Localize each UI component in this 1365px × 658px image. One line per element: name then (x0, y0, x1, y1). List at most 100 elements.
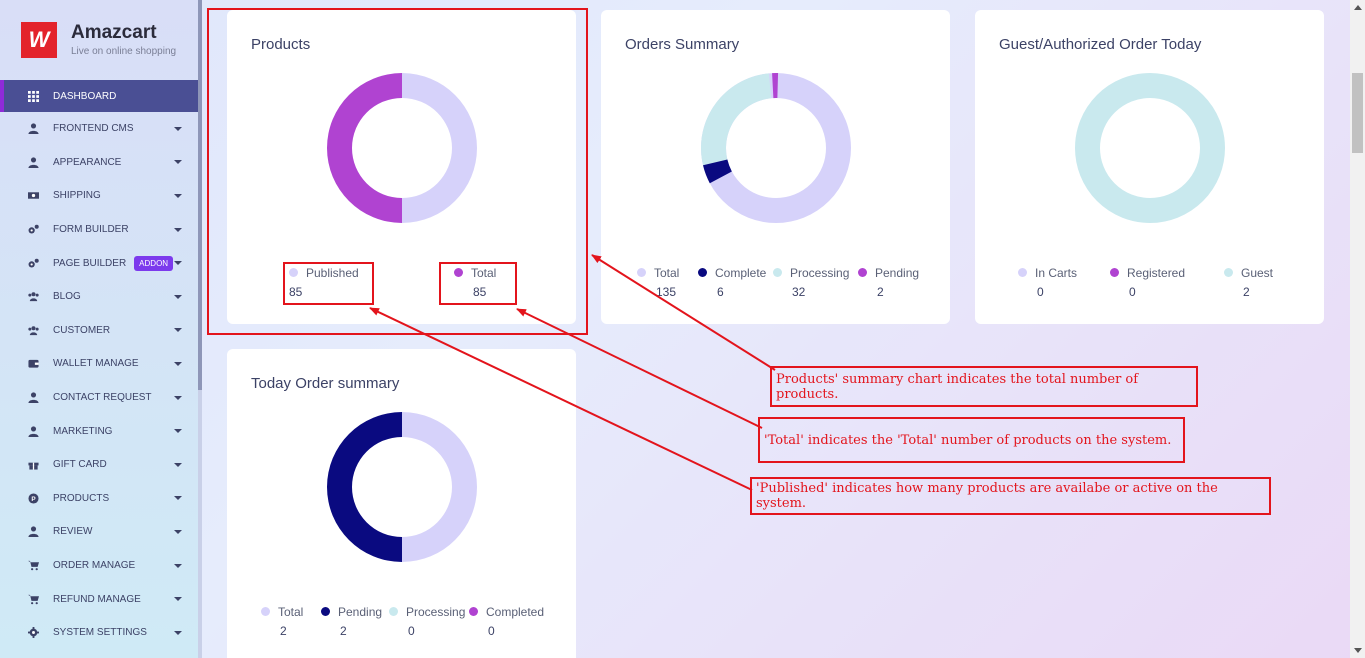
legend-value: 0 (1129, 285, 1136, 299)
sidebar-scrollbar-thumb[interactable] (198, 0, 202, 390)
brand-tagline: Live on online shopping (71, 46, 177, 57)
caret-down-icon[interactable] (174, 160, 182, 165)
page-scrollbar-thumb[interactable] (1352, 73, 1363, 153)
sidebar-item-system-settings[interactable]: SYSTEM SETTINGS (0, 616, 198, 650)
today-orders-donut-chart (327, 412, 477, 562)
legend-registered: Registered 0 (1110, 266, 1186, 299)
caret-down-icon[interactable] (174, 395, 182, 400)
sidebar-item-gift-card[interactable]: GIFT CARD (0, 448, 198, 482)
money-icon (27, 190, 40, 201)
sidebar-item-appearance[interactable]: APPEARANCE (0, 146, 198, 180)
sidebar-item-label: REVIEW (53, 526, 93, 538)
legend-dot (389, 607, 398, 617)
sidebar-item-label: SYSTEM SETTINGS (53, 627, 147, 639)
sidebar-scrollbar[interactable] (198, 0, 202, 658)
user-icon (27, 157, 40, 168)
legend-pending: Pending 2 (858, 266, 920, 299)
legend-label: Completed (486, 605, 545, 619)
wallet-icon (27, 358, 40, 369)
annotation-note-products: Products' summary chart indicates the to… (770, 366, 1198, 407)
guest-orders-card: Guest/Authorized Order Today In Carts 0 … (975, 10, 1324, 324)
legend-label: Registered (1127, 266, 1186, 280)
sidebar-item-label: FRONTEND CMS (53, 123, 134, 135)
orders-summary-donut-chart (701, 72, 851, 223)
legend-dot (1018, 268, 1027, 278)
sidebar-item-order-manage[interactable]: ORDER MANAGE (0, 549, 198, 583)
caret-down-icon[interactable] (174, 597, 182, 602)
sidebar-item-refund-manage[interactable]: REFUND MANAGE (0, 582, 198, 616)
sidebar-item-customer[interactable]: CUSTOMER (0, 314, 198, 348)
brand[interactable]: W Amazcart Live on online shopping (21, 22, 201, 66)
total-legend-highlight (439, 262, 517, 305)
sidebar-item-dashboard[interactable]: DASHBOARD (0, 80, 198, 112)
cogs-icon (27, 258, 40, 269)
sidebar-item-review[interactable]: REVIEW (0, 515, 198, 549)
sidebar-item-label: GIFT CARD (53, 459, 107, 471)
legend-label: Processing (406, 605, 466, 619)
page-scrollbar[interactable] (1350, 0, 1365, 658)
total-slice (327, 73, 402, 223)
annotation-note-total: 'Total' indicates the 'Total' number of … (758, 417, 1185, 463)
sidebar-item-products[interactable]: P PRODUCTS (0, 482, 198, 516)
grid-icon (27, 90, 40, 102)
caret-down-icon[interactable] (174, 294, 182, 299)
legend-label: Total (278, 605, 304, 619)
sidebar-item-label: WALLET MANAGE (53, 358, 139, 370)
sidebar-item-blog[interactable]: BLOG (0, 280, 198, 314)
legend-dot (1224, 268, 1233, 278)
legend-label: Pending (875, 266, 920, 280)
sidebar-item-label: PRODUCTS (53, 492, 110, 504)
caret-down-icon[interactable] (174, 193, 182, 198)
legend-dot (469, 607, 478, 617)
sidebar-item-label: SHIPPING (53, 190, 101, 202)
user-icon (27, 426, 40, 437)
scroll-up-icon[interactable] (1354, 5, 1362, 10)
guest-orders-legend: In Carts 0 Registered 0 Guest 2 (1018, 266, 1308, 306)
caret-down-icon[interactable] (174, 529, 182, 534)
caret-down-icon[interactable] (174, 261, 182, 266)
legend-dot (321, 607, 330, 617)
sidebar-item-frontend-cms[interactable]: FRONTEND CMS (0, 112, 198, 146)
svg-text:P: P (31, 496, 36, 503)
caret-down-icon[interactable] (174, 361, 182, 366)
brand-name: Amazcart (71, 22, 157, 43)
legend-completed: Completed 0 (469, 605, 545, 638)
sidebar-item-label: MARKETING (53, 425, 113, 437)
legend-processing: Processing 0 (389, 605, 466, 638)
legend-in-carts: In Carts 0 (1018, 266, 1077, 299)
products-donut-chart (327, 73, 477, 223)
legend-label: Pending (338, 605, 383, 619)
product-icon: P (27, 493, 40, 504)
caret-down-icon[interactable] (174, 630, 182, 635)
sidebar-item-label: REFUND MANAGE (53, 593, 141, 605)
sidebar-item-wallet-manage[interactable]: WALLET MANAGE (0, 347, 198, 381)
caret-down-icon[interactable] (174, 496, 182, 501)
cart-icon (27, 560, 40, 571)
caret-down-icon[interactable] (174, 227, 182, 232)
pending-slice (701, 72, 851, 223)
caret-down-icon[interactable] (174, 328, 182, 333)
user-icon (27, 392, 40, 404)
caret-down-icon[interactable] (174, 126, 182, 131)
caret-down-icon[interactable] (174, 429, 182, 434)
sidebar-nav: DASHBOARD FRONTEND CMS APPEARANCE SHIPPING F… (0, 80, 198, 650)
legend-total: Total 135 (637, 266, 679, 299)
sidebar-item-marketing[interactable]: MARKETING (0, 414, 198, 448)
legend-dot (773, 268, 782, 278)
scroll-down-icon[interactable] (1354, 648, 1362, 653)
sidebar-item-contact-request[interactable]: CONTACT REQUEST (0, 381, 198, 415)
sidebar: W Amazcart Live on online shopping DASHB… (0, 0, 198, 658)
caret-down-icon[interactable] (174, 462, 182, 467)
user-icon (27, 123, 40, 135)
cogs-icon (27, 224, 40, 235)
card-title: Products (251, 36, 311, 53)
legend-dot (289, 268, 298, 278)
legend-value: 0 (1037, 285, 1044, 299)
sidebar-item-form-builder[interactable]: FORM BUILDER (0, 213, 198, 247)
sidebar-item-shipping[interactable]: SHIPPING (0, 179, 198, 213)
legend-label: Complete (715, 266, 767, 280)
sidebar-item-label: PAGE BUILDER (53, 257, 127, 269)
caret-down-icon[interactable] (174, 563, 182, 568)
legend-label: Total (471, 266, 497, 280)
sidebar-item-page-builder[interactable]: PAGE BUILDER ADDON (0, 246, 198, 280)
